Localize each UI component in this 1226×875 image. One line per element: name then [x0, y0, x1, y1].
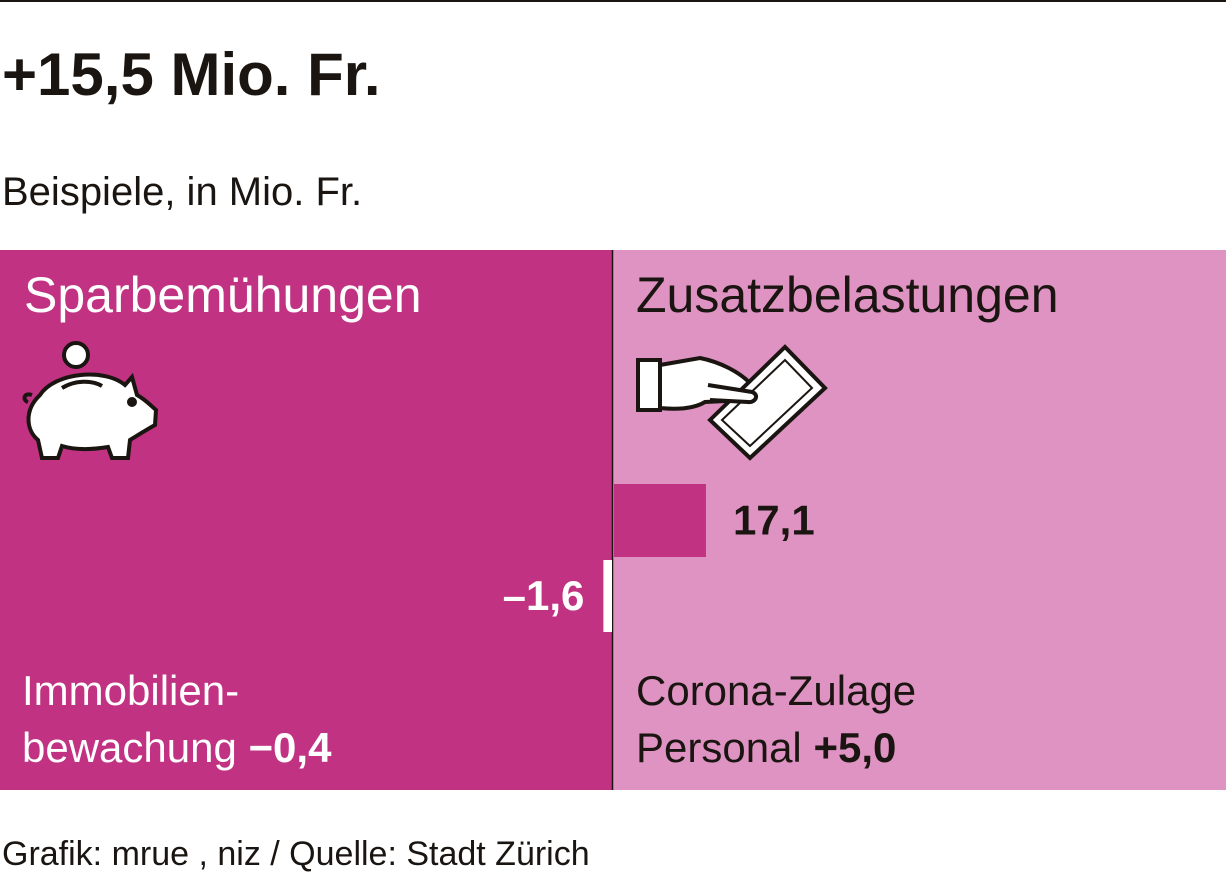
example-label: Personal — [636, 724, 802, 771]
example-value: −0,4 — [249, 724, 333, 771]
bar — [603, 560, 612, 632]
value-label: –1,6 — [503, 572, 585, 619]
example-label: Personal +5,0 — [636, 724, 896, 771]
right-panel — [613, 250, 1226, 790]
value-label: 17,1 — [733, 497, 815, 544]
example-label: bewachung −0,4 — [22, 724, 332, 771]
panel-title: Sparbemühungen — [24, 267, 422, 323]
piggy-icon — [22, 341, 159, 460]
example-label: bewachung — [22, 724, 237, 771]
money-icon — [636, 344, 828, 461]
example-label: Corona-Zulage — [636, 667, 916, 714]
bar — [614, 484, 706, 557]
chart-subtitle: Beispiele, in Mio. Fr. — [2, 170, 362, 214]
example-value: +5,0 — [813, 724, 896, 771]
left-panel — [0, 250, 612, 790]
example-label: Immobilien- — [22, 667, 239, 714]
source: Grafik: mrue , niz / Quelle: Stadt Züric… — [2, 835, 590, 873]
chart-title: +15,5 Mio. Fr. — [2, 41, 381, 108]
panel-title: Zusatzbelastungen — [636, 267, 1059, 323]
